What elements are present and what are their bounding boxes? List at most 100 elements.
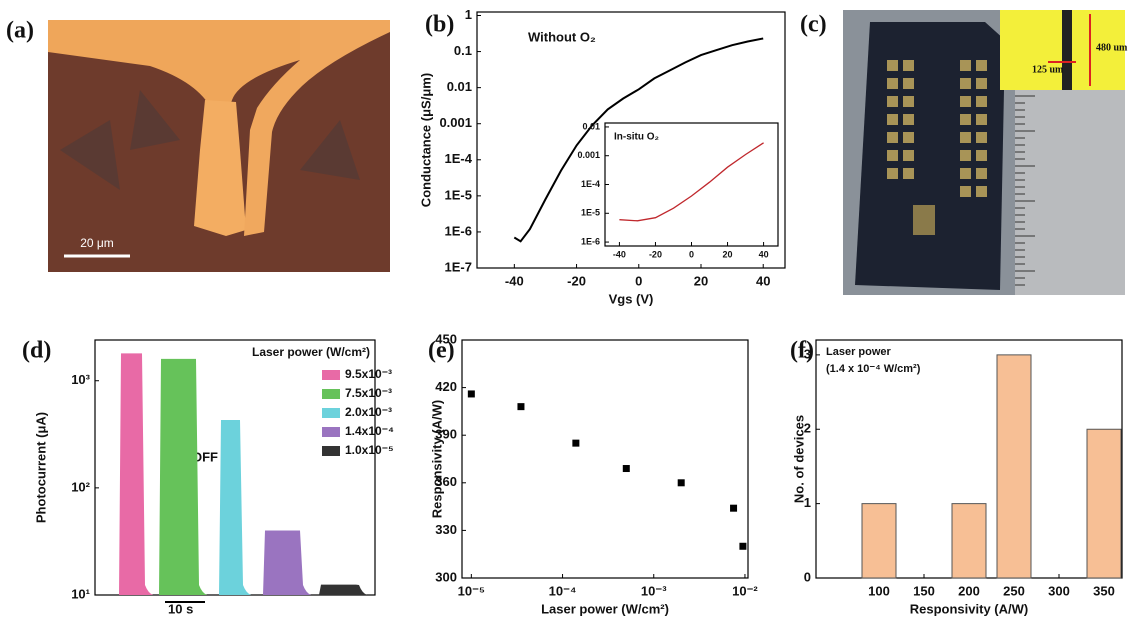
pad — [960, 60, 971, 71]
bar — [951, 503, 987, 579]
pad — [887, 60, 898, 71]
scale-bar-label: 10 s — [168, 601, 193, 616]
y-axis-label: Photocurrent (μA) — [33, 412, 48, 523]
panel-label: (e) — [428, 338, 455, 364]
pad — [976, 60, 987, 71]
y-tick-label: 0.001 — [439, 115, 472, 130]
legend-swatch — [322, 427, 340, 437]
pad — [887, 96, 898, 107]
photo-annotation: 125 um — [1032, 64, 1064, 75]
pulse — [159, 358, 207, 595]
x-tick-label: 10⁻⁴ — [549, 583, 577, 598]
x-tick-label: 150 — [913, 583, 935, 598]
y-axis-label: Responsivity (A/W) — [429, 400, 444, 518]
point — [730, 504, 738, 512]
pulse — [219, 420, 251, 595]
pad — [887, 168, 898, 179]
y-tick-label: 10² — [71, 479, 90, 494]
micrograph: 20 μm — [48, 20, 390, 272]
y-tick-label: 300 — [435, 569, 457, 584]
plot-frame — [476, 11, 786, 269]
y-tick-label: 390 — [435, 427, 457, 442]
pad — [976, 168, 987, 179]
panel-label: (b) — [425, 12, 454, 38]
pad — [913, 205, 935, 235]
x-axis-label: Vgs (V) — [609, 291, 654, 306]
annotation: (1.4 x 10⁻⁴ W/cm²) — [826, 363, 921, 375]
y-tick-label: 450 — [435, 331, 457, 346]
pad — [960, 114, 971, 125]
bar — [996, 354, 1032, 579]
point — [677, 479, 685, 487]
x-tick-label: 0 — [635, 273, 642, 288]
electrode — [194, 100, 246, 236]
pad — [903, 132, 914, 143]
photo-annotation: 480 um — [1096, 42, 1128, 53]
annotation: Laser power — [826, 346, 892, 358]
panel-label: (f) — [790, 338, 814, 364]
y-tick-label: 1E-5 — [581, 208, 600, 218]
annotation: OFF — [192, 449, 218, 464]
y-tick-label: 330 — [435, 522, 457, 537]
pad — [903, 150, 914, 161]
pad — [976, 96, 987, 107]
y-tick-label: 0.1 — [454, 43, 472, 58]
x-tick-label: 0 — [689, 249, 694, 259]
point — [467, 390, 475, 398]
y-tick-label: 0.001 — [577, 150, 600, 160]
x-tick-label: 300 — [1048, 583, 1070, 598]
pad — [960, 78, 971, 89]
pulse — [119, 353, 153, 595]
panel-label: (c) — [800, 12, 827, 38]
pad — [903, 60, 914, 71]
pad — [976, 78, 987, 89]
x-tick-label: -20 — [649, 249, 662, 259]
pad — [960, 150, 971, 161]
y-tick-label: 1E-7 — [445, 259, 472, 274]
legend-swatch — [322, 446, 340, 456]
x-tick-label: 20 — [694, 273, 708, 288]
y-tick-label: 420 — [435, 379, 457, 394]
panel-label: (d) — [22, 338, 51, 364]
device-photo: 480 um 125 um — [843, 10, 1128, 295]
legend-swatch — [322, 370, 340, 380]
y-tick-label: 1E-5 — [445, 187, 472, 202]
bar — [1086, 428, 1122, 579]
x-tick-label: 20 — [723, 249, 733, 259]
legend-swatch — [322, 408, 340, 418]
legend-label: 7.5x10⁻³ — [345, 386, 392, 400]
x-tick-label: -20 — [567, 273, 586, 288]
line — [513, 37, 764, 243]
y-tick-label: 360 — [435, 474, 457, 489]
pad — [903, 168, 914, 179]
x-tick-label: 350 — [1093, 583, 1115, 598]
plot-frame — [461, 339, 749, 579]
y-axis-label: Conductance (μS/μm) — [418, 73, 433, 207]
point — [739, 542, 747, 550]
x-axis-label: Responsivity (A/W) — [910, 601, 1028, 616]
y-tick-label: 0.01 — [447, 79, 472, 94]
x-tick-label: 40 — [756, 273, 770, 288]
y-tick-label: 0 — [804, 569, 811, 584]
bar — [861, 503, 897, 579]
annotation: In-situ O₂ — [614, 132, 659, 143]
x-tick-label: 10⁻⁵ — [458, 583, 485, 598]
legend-label: 9.5x10⁻³ — [345, 367, 392, 381]
electrode — [48, 20, 300, 112]
y-tick-label: 10³ — [71, 372, 90, 387]
pulse — [319, 584, 367, 595]
y-tick-label: 1 — [465, 7, 472, 22]
pad — [960, 168, 971, 179]
pad — [903, 96, 914, 107]
x-tick-label: 10⁻² — [732, 583, 758, 598]
legend-swatch — [322, 389, 340, 399]
point — [517, 403, 525, 411]
y-tick-label: 1 — [804, 495, 811, 510]
x-tick-label: 10⁻³ — [641, 583, 667, 598]
pad — [903, 114, 914, 125]
pulse — [263, 530, 311, 595]
point — [572, 439, 580, 447]
point — [622, 465, 630, 473]
y-tick-label: 1E-6 — [581, 236, 600, 246]
y-tick-label: 3 — [804, 346, 811, 361]
